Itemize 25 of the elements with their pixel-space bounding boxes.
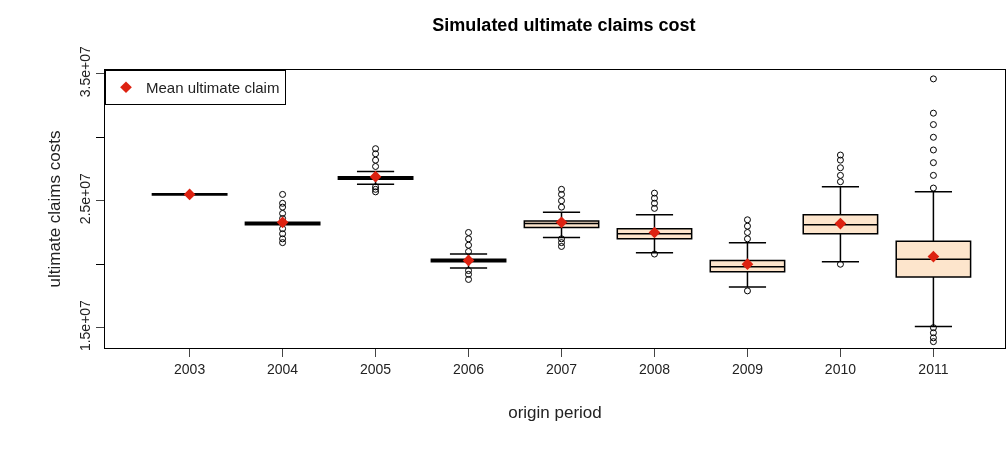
x-tick-label: 2006 <box>452 360 485 377</box>
x-tick-label: 2011 <box>918 360 949 377</box>
x-tick-label: 2003 <box>174 360 206 377</box>
y-axis-title: ultimate claims costs <box>44 130 64 288</box>
x-tick-label: 2008 <box>638 360 671 377</box>
x-tick-label: 2009 <box>731 360 764 377</box>
chart-title: Simulated ultimate claims cost <box>432 14 696 35</box>
y-tick-label: 2.5e+07 <box>77 172 94 225</box>
x-tick-label: 2010 <box>824 360 857 377</box>
point <box>183 188 196 201</box>
point <box>369 170 382 183</box>
y-tick-label: 3.5e+07 <box>77 46 94 98</box>
point <box>462 254 475 267</box>
x-axis-title: origin period <box>508 403 602 423</box>
point <box>834 217 847 230</box>
point <box>648 226 661 239</box>
point <box>927 250 940 263</box>
x-tick-label: 2005 <box>359 360 392 377</box>
legend-label: Mean ultimate claim <box>146 79 280 97</box>
point <box>741 258 754 271</box>
y-tick-label: 1.5e+07 <box>77 299 94 352</box>
x-tick-label: 2007 <box>545 360 578 377</box>
point <box>276 216 289 229</box>
point <box>555 216 568 229</box>
x-tick-label: 2004 <box>267 360 299 377</box>
